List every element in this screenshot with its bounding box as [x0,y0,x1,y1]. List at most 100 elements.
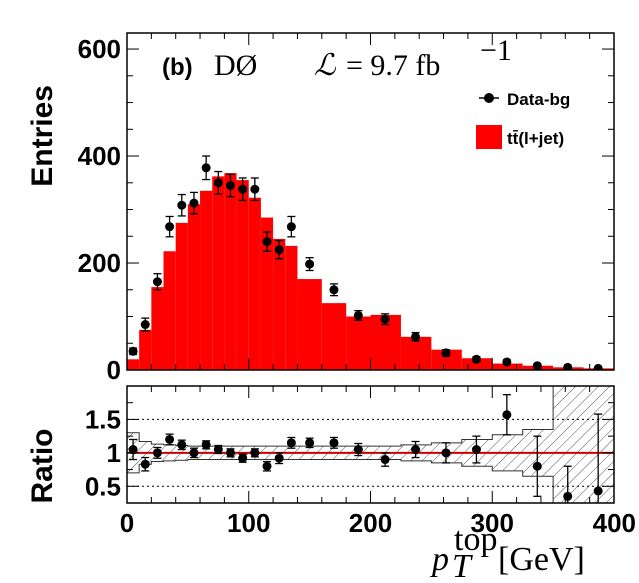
histogram-bar [297,279,322,370]
ratio-point [353,445,363,455]
luminosity-exponent: −1 [480,34,512,67]
data-point [213,178,223,188]
histogram-bar [260,217,274,370]
histogram-bar [248,197,261,370]
x-axis-title: p T top [GeV] [430,521,585,583]
x-tick-label: 100 [227,508,270,538]
histogram-bar [127,359,140,370]
data-point [471,354,481,364]
data-point [274,245,284,255]
legend-ttbar-label: tt̄(l+jet) [507,129,564,148]
data-point [441,348,451,358]
legend-data-label: Data-bg [507,90,570,109]
histogram-bar [163,251,176,370]
luminosity-symbol: ℒ [314,49,337,82]
ratio-point [441,448,451,458]
y-tick-label: 1 [107,438,121,468]
panel-label: (b) [162,54,193,81]
bottom-axis-ticks [126,386,615,503]
data-point [140,320,150,330]
histogram-bars [127,173,614,370]
ratio-point [411,445,421,455]
histogram-bar [461,358,493,370]
ratio-point [213,445,223,455]
data-point [305,259,315,269]
x-tick-label: 0 [120,508,134,538]
histogram-bar [236,180,249,370]
y-tick-label: 200 [78,248,121,278]
data-point [380,314,390,324]
x-tick-labels: 0 100 200 300 400 [120,508,636,538]
y-tick-label: 1.5 [85,404,121,434]
histogram-bar [273,238,286,370]
ratio-point [502,410,512,420]
bottom-panel: 0.51 1.5 0 100 200 300 400 Ratio p T top [GeV… [26,385,636,583]
data-point [128,346,138,356]
ratio-point [152,448,162,458]
data-point [165,222,175,232]
ratio-point [262,461,272,471]
y-tick-label: 0.5 [85,471,121,501]
top-y-tick-labels: 0 200 400 600 [78,34,121,385]
data-point [201,163,211,173]
histogram-bar [492,363,523,370]
data-point [593,363,603,370]
x-tick-label: 300 [471,508,514,538]
histogram-bar [151,287,164,370]
y-tick-label: 0 [107,355,121,385]
data-point [238,184,248,194]
data-point [250,184,260,194]
ratio-point [471,445,481,455]
ratio-point [532,461,542,471]
ratio-point [329,438,339,448]
ratio-point [563,491,573,501]
x-axis-title-sup: top [454,521,497,558]
top-y-axis-title: Entries [26,85,59,187]
legend: Data-bg tt̄(l+jet) [476,90,570,149]
x-axis-title-unit: [GeV] [498,541,585,578]
histogram-bar [200,190,213,370]
y-tick-label: 400 [78,141,121,171]
data-point [189,198,199,208]
data-point [532,361,542,370]
histogram-bar [175,222,188,370]
x-tick-label: 400 [593,508,636,538]
ratio-point [593,486,603,496]
data-point [177,200,187,210]
ratio-point [238,453,248,463]
experiment-label: DØ [214,49,257,82]
histogram-bar [346,316,371,370]
histogram-bar [285,245,298,370]
data-point [502,357,512,367]
ratio-point [250,448,260,458]
ratio-point [177,440,187,450]
ratio-point [165,434,175,444]
ratio-point [274,453,284,463]
histogram-bar [431,349,462,370]
histogram-bar [224,173,237,370]
histogram-bar [400,336,432,370]
ratio-points [128,394,603,503]
data-point [329,285,339,295]
histogram-bar [187,204,201,370]
ratio-point [140,459,150,469]
ratio-point [189,448,199,458]
histogram-bar [321,303,347,370]
ratio-point [305,438,315,448]
x-tick-label: 200 [349,508,392,538]
x-axis-title-sub: T [452,548,473,583]
bottom-y-tick-labels: 0.51 1.5 [85,404,121,501]
reference-lines [127,418,614,487]
data-point [152,277,162,287]
data-point [286,222,296,232]
data-point [353,310,363,320]
ratio-point [286,438,296,448]
ratio-point [380,455,390,465]
ratio-point [201,440,211,450]
legend-data-marker [484,93,494,103]
histogram-bar [139,329,152,370]
y-tick-label: 600 [78,34,121,64]
ratio-point [128,445,138,455]
bottom-y-axis-title: Ratio [26,429,59,504]
